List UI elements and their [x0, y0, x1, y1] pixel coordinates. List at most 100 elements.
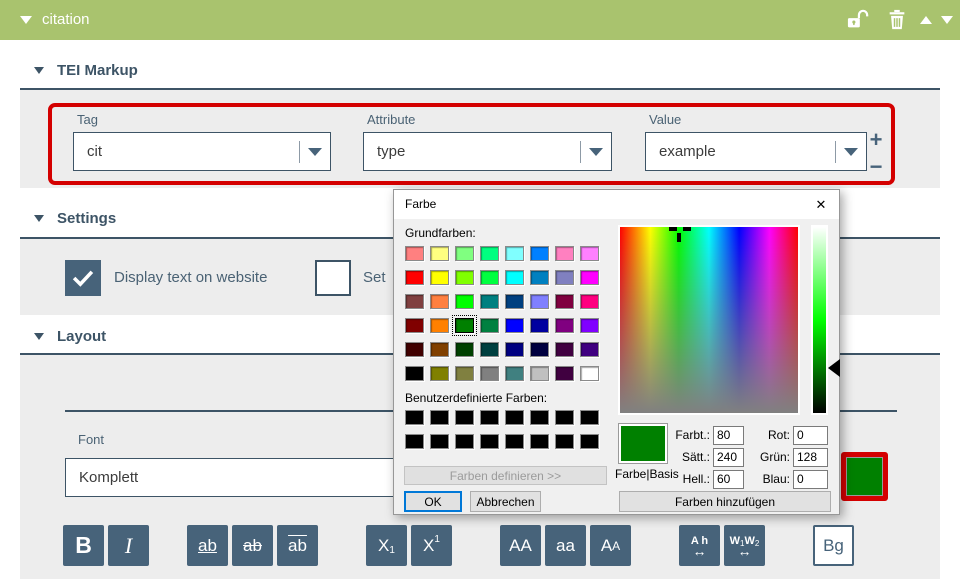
basic-color-swatch[interactable]	[480, 246, 499, 261]
custom-color-swatch[interactable]	[530, 410, 549, 425]
move-down-icon[interactable]	[941, 16, 953, 24]
basic-color-swatch[interactable]	[480, 294, 499, 309]
format-word-spacing-button[interactable]: W 1 W 2 ↔	[724, 525, 765, 566]
move-up-icon[interactable]	[920, 16, 932, 24]
basic-color-swatch[interactable]	[430, 246, 449, 261]
basic-color-swatch[interactable]	[405, 294, 424, 309]
display-text-checkbox[interactable]	[65, 260, 101, 296]
basic-color-swatch[interactable]	[555, 270, 574, 285]
custom-color-swatch[interactable]	[430, 410, 449, 425]
green-input[interactable]	[793, 447, 828, 467]
custom-color-swatch[interactable]	[480, 434, 499, 449]
basic-color-swatch[interactable]	[430, 294, 449, 309]
layout-section-header[interactable]: Layout	[34, 326, 106, 346]
format-overline-button[interactable]: ab	[277, 525, 318, 566]
chevron-down-icon[interactable]	[844, 147, 858, 156]
custom-color-swatch[interactable]	[555, 410, 574, 425]
settings-section-header[interactable]: Settings	[34, 208, 116, 228]
basic-color-swatch[interactable]	[405, 366, 424, 381]
basic-color-swatch[interactable]	[580, 366, 599, 381]
format-italic-button[interactable]: I	[108, 525, 149, 566]
basic-color-swatch[interactable]	[505, 318, 524, 333]
basic-color-swatch[interactable]	[530, 294, 549, 309]
basic-color-swatch[interactable]	[580, 246, 599, 261]
basic-color-swatch[interactable]	[480, 366, 499, 381]
basic-color-swatch[interactable]	[580, 270, 599, 285]
set-checkbox[interactable]	[315, 260, 351, 296]
custom-color-swatch[interactable]	[580, 434, 599, 449]
format-uppercase-button[interactable]: AA	[500, 525, 541, 566]
value-dropdown[interactable]: example	[645, 132, 867, 171]
luminance-input[interactable]	[713, 469, 744, 489]
custom-color-swatch[interactable]	[455, 410, 474, 425]
basic-color-swatch[interactable]	[480, 342, 499, 357]
custom-color-swatch[interactable]	[430, 434, 449, 449]
close-icon[interactable]: ✕	[815, 197, 827, 212]
basic-color-swatch[interactable]	[505, 270, 524, 285]
basic-color-swatch[interactable]	[455, 366, 474, 381]
basic-color-swatch[interactable]	[430, 342, 449, 357]
remove-attribute-button[interactable]: −	[869, 154, 883, 179]
basic-color-swatch[interactable]	[530, 318, 549, 333]
basic-color-swatch[interactable]	[555, 246, 574, 261]
basic-color-swatch[interactable]	[505, 294, 524, 309]
custom-color-swatch[interactable]	[530, 434, 549, 449]
cancel-button[interactable]: Abbrechen	[470, 491, 541, 512]
format-strikethrough-button[interactable]: ab	[232, 525, 273, 566]
basic-color-swatch[interactable]	[455, 294, 474, 309]
basic-color-swatch[interactable]	[430, 366, 449, 381]
basic-color-swatch[interactable]	[405, 246, 424, 261]
basic-color-swatch[interactable]	[405, 270, 424, 285]
format-background-button[interactable]: Bg	[813, 525, 854, 566]
basic-color-swatch[interactable]	[505, 246, 524, 261]
basic-color-swatch[interactable]	[580, 294, 599, 309]
custom-color-swatch[interactable]	[580, 410, 599, 425]
basic-color-swatch[interactable]	[530, 366, 549, 381]
basic-color-swatch[interactable]	[430, 270, 449, 285]
basic-color-swatch[interactable]	[480, 270, 499, 285]
collapse-icon[interactable]	[20, 16, 32, 24]
basic-color-swatch[interactable]	[555, 342, 574, 357]
basic-color-swatch[interactable]	[505, 366, 524, 381]
basic-color-swatch[interactable]	[530, 246, 549, 261]
custom-color-swatch[interactable]	[480, 410, 499, 425]
saturation-input[interactable]	[713, 447, 744, 467]
custom-color-swatch[interactable]	[405, 410, 424, 425]
chevron-down-icon[interactable]	[589, 147, 603, 156]
basic-color-swatch[interactable]	[430, 318, 449, 333]
trash-icon[interactable]	[886, 9, 908, 36]
format-lowercase-button[interactable]: aa	[545, 525, 586, 566]
tei-markup-section-header[interactable]: TEI Markup	[34, 60, 138, 80]
section-collapse-icon[interactable]	[34, 214, 44, 222]
add-to-custom-colors-button[interactable]: Farben hinzufügen	[619, 491, 831, 512]
dialog-titlebar[interactable]: Farbe ✕	[394, 190, 839, 219]
chevron-down-icon[interactable]	[308, 147, 322, 156]
unlock-icon[interactable]	[846, 9, 870, 36]
basic-color-swatch[interactable]	[480, 318, 499, 333]
format-underline-button[interactable]: ab	[187, 525, 228, 566]
basic-color-swatch[interactable]	[530, 270, 549, 285]
format-letter-height-button[interactable]: A h ↔	[679, 525, 720, 566]
add-attribute-button[interactable]: +	[869, 127, 883, 152]
custom-color-swatch[interactable]	[505, 434, 524, 449]
ok-button[interactable]: OK	[404, 491, 462, 512]
custom-color-swatch[interactable]	[505, 410, 524, 425]
basic-color-swatch[interactable]	[580, 318, 599, 333]
section-collapse-icon[interactable]	[34, 332, 44, 340]
basic-color-swatch[interactable]	[555, 366, 574, 381]
basic-color-swatch[interactable]	[580, 342, 599, 357]
tag-dropdown[interactable]: cit	[73, 132, 331, 171]
basic-color-swatch[interactable]	[452, 315, 477, 336]
custom-color-swatch[interactable]	[555, 434, 574, 449]
custom-color-swatch[interactable]	[455, 434, 474, 449]
basic-color-swatch[interactable]	[405, 342, 424, 357]
hue-saturation-field[interactable]	[618, 225, 800, 415]
basic-color-swatch[interactable]	[455, 270, 474, 285]
basic-color-swatch[interactable]	[530, 342, 549, 357]
blue-input[interactable]	[793, 469, 828, 489]
luminance-bar[interactable]	[811, 225, 828, 415]
basic-color-swatch[interactable]	[455, 342, 474, 357]
